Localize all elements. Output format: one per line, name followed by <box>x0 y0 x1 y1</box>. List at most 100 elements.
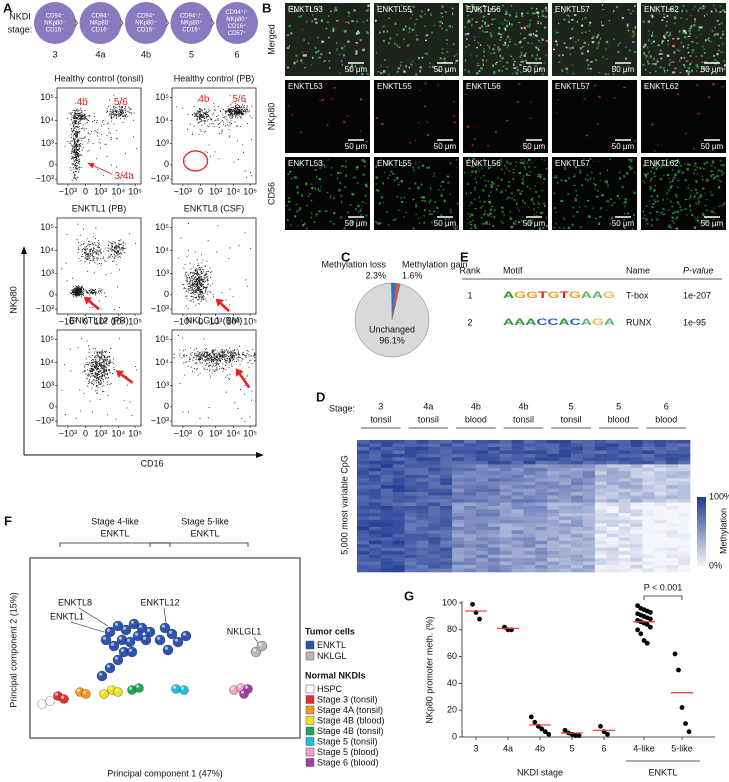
flow-event <box>96 355 97 356</box>
flow-event <box>233 296 234 297</box>
flow-event <box>85 247 86 248</box>
speckle <box>388 177 389 179</box>
speckle <box>471 54 472 55</box>
speckle <box>415 206 417 207</box>
speckle <box>701 62 703 63</box>
speckle <box>357 205 359 207</box>
flow-event <box>201 285 202 286</box>
flow-y-tick: 10³ <box>41 268 54 278</box>
flow-event <box>207 280 208 281</box>
flow-event <box>185 264 186 265</box>
speckle <box>413 169 415 171</box>
flow-event <box>120 118 121 119</box>
speckle <box>599 41 600 42</box>
flow-x-tick: 10⁵ <box>128 316 142 326</box>
flow-event <box>192 281 193 282</box>
flow-event <box>99 250 100 251</box>
flow-event <box>84 252 85 253</box>
speckle <box>312 57 314 59</box>
flow-event <box>202 284 203 285</box>
flow-x-tick: 0 <box>83 186 88 196</box>
flow-event <box>231 123 232 124</box>
flow-event <box>117 246 118 247</box>
speckle <box>288 201 291 203</box>
flow-event <box>208 116 209 117</box>
speckle <box>536 35 538 37</box>
flow-event <box>75 285 76 286</box>
flow-event <box>95 362 96 363</box>
flow-event <box>223 117 224 118</box>
speckle <box>704 52 706 54</box>
speckle <box>540 22 541 24</box>
flow-event <box>84 372 85 373</box>
flow-event <box>203 298 204 299</box>
flow-event <box>83 229 84 230</box>
flow-event <box>108 363 109 364</box>
speckle <box>306 21 308 23</box>
flow-event <box>199 359 200 360</box>
flow-event <box>198 286 199 287</box>
speckle <box>491 53 492 54</box>
flow-event <box>204 359 205 360</box>
speckle <box>642 180 644 182</box>
flow-event <box>229 117 230 118</box>
flow-event <box>89 263 90 264</box>
flow-event <box>200 269 201 270</box>
flow-event <box>103 359 104 360</box>
flow-event <box>222 130 223 131</box>
speckle <box>680 72 682 73</box>
speckle <box>418 57 420 59</box>
speckle <box>465 46 467 48</box>
speckle <box>296 204 298 206</box>
flow-event <box>213 359 214 360</box>
speckle <box>312 14 313 16</box>
flow-event <box>199 134 200 135</box>
flow-event <box>201 299 202 300</box>
speckle <box>659 53 661 55</box>
speckle <box>362 21 364 22</box>
flow-event <box>186 280 187 281</box>
speckle <box>367 5 369 7</box>
flow-event <box>199 289 200 290</box>
flow-event <box>73 178 74 179</box>
flow-event <box>100 143 101 144</box>
flow-event <box>183 350 184 351</box>
flow-event <box>98 371 99 372</box>
speckle <box>424 105 426 108</box>
speckle <box>572 28 574 29</box>
flow-event <box>89 244 90 245</box>
flow-event <box>198 122 199 123</box>
speckle <box>452 26 453 28</box>
speckle <box>544 27 546 29</box>
flow-event <box>94 353 95 354</box>
speckle <box>601 194 603 196</box>
flow-event <box>188 275 189 276</box>
speckle <box>530 19 531 21</box>
speckle <box>339 54 341 56</box>
speckle <box>652 32 653 34</box>
flow-event <box>194 285 195 286</box>
flow-event <box>196 363 197 364</box>
flow-event <box>75 103 76 104</box>
speckle <box>287 34 289 36</box>
flow-event <box>208 355 209 356</box>
speckle <box>556 103 557 104</box>
flow-event <box>182 338 183 339</box>
speckle <box>465 59 466 61</box>
flow-event <box>78 115 79 116</box>
flow-event <box>103 362 104 363</box>
flow-event <box>131 415 132 416</box>
flow-event <box>93 244 94 245</box>
flow-event <box>114 114 115 115</box>
flow-event <box>246 355 247 356</box>
flow-event <box>111 383 112 384</box>
speckle <box>506 38 507 40</box>
flow-event <box>73 292 74 293</box>
speckle <box>360 210 362 212</box>
flow-event <box>213 113 214 114</box>
speckle <box>286 205 288 207</box>
flow-event <box>193 357 194 358</box>
speckle <box>580 172 582 173</box>
speckle <box>477 63 478 64</box>
flow-event <box>222 359 223 360</box>
